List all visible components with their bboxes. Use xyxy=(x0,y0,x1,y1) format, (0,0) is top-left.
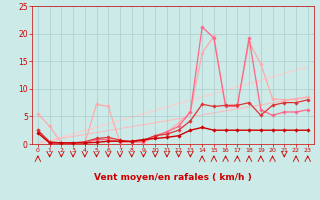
X-axis label: Vent moyen/en rafales ( km/h ): Vent moyen/en rafales ( km/h ) xyxy=(94,173,252,182)
